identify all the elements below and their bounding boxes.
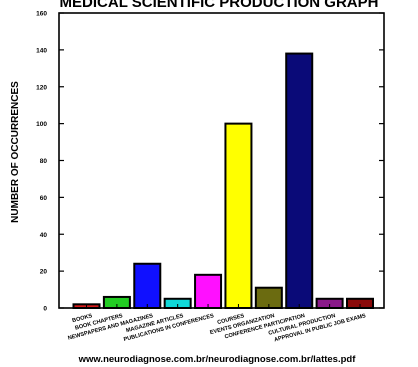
y-tick-label: 0 [43,306,47,313]
bar [224,122,253,309]
y-tick-label: 20 [40,269,48,276]
y-axis-label: NUMBER OF OCCURRENCES [10,81,21,223]
y-tick-label: 120 [36,84,47,91]
footer-url: www.neurodiagnose.com.br/neurodiagnose.c… [78,354,357,365]
chart-title: MEDICAL SCIENTIFIC PRODUCTION GRAPH [60,0,379,11]
x-tick-label: BOOKS [72,313,94,324]
y-tick-label: 80 [40,158,48,165]
bar [133,262,162,309]
y-tick-label: 40 [40,232,48,239]
y-tick-label: 100 [36,121,47,128]
bar [194,273,223,309]
y-tick-label: 160 [36,11,47,18]
plot-frame [58,12,385,309]
y-tick-label: 140 [36,47,47,54]
bar [285,52,314,309]
y-tick-label: 60 [40,195,48,202]
